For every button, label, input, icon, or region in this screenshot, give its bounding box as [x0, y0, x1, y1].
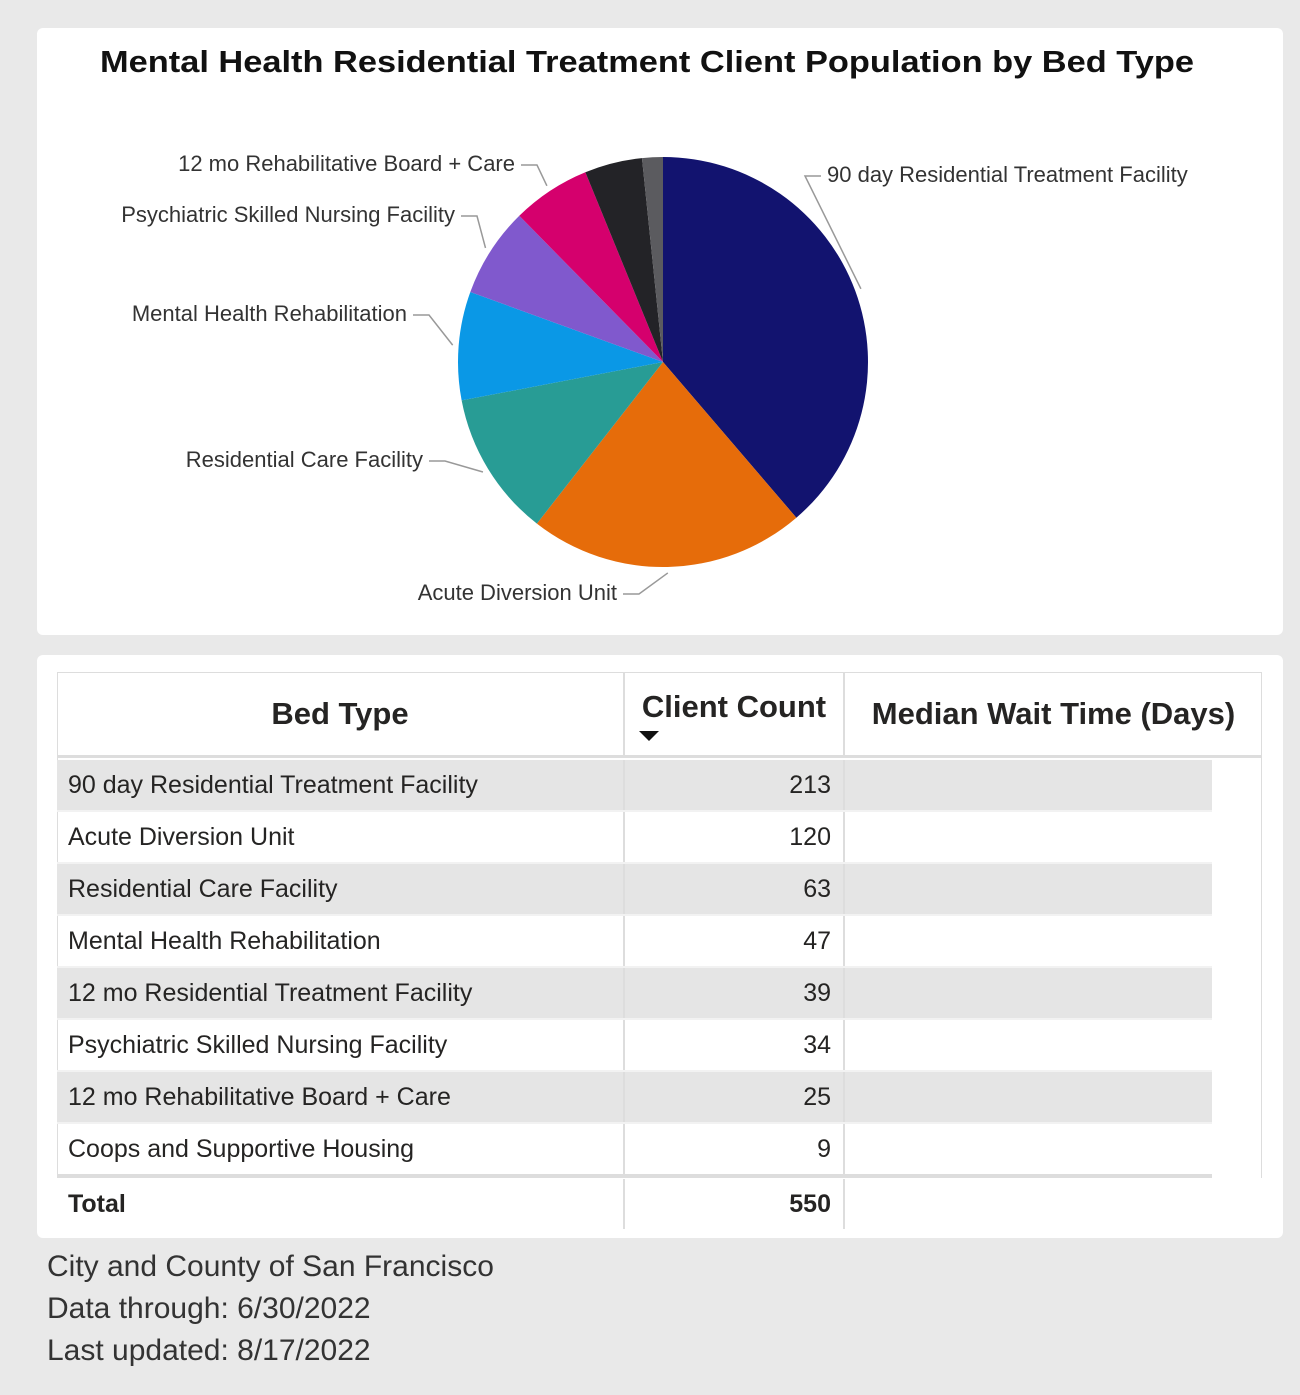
header-rule	[57, 755, 1262, 758]
sort-arrow	[639, 731, 659, 741]
slice-label: 12 mo Rehabilitative Board + Care	[178, 151, 515, 176]
pie-slice	[585, 158, 663, 362]
pie-slice	[519, 172, 663, 362]
row-shade	[57, 1072, 1212, 1122]
cell-number: 39	[625, 968, 845, 1018]
pie-slice	[536, 362, 797, 567]
table-card: Bed Type Client Count Median Wait Time (Da…	[37, 655, 1283, 1238]
leader-line	[623, 572, 669, 595]
pie-slice	[458, 292, 663, 401]
cell-text: 12 mo Residential Treatment Facility	[57, 968, 625, 1018]
slice-label: Acute Diversion Unit	[418, 580, 617, 605]
chart-title: Mental Health Residential Treatment Clie…	[100, 44, 1194, 79]
row-shade	[57, 760, 1212, 810]
row-rule	[57, 966, 1212, 968]
cell-number: 25	[625, 1072, 845, 1122]
pie-slice	[461, 362, 663, 524]
cell-number: 34	[625, 1020, 845, 1070]
total-number: 550	[625, 1179, 845, 1229]
row-rule	[57, 914, 1212, 916]
chart: Mental Health Residential Treatment Clie…	[100, 44, 1194, 605]
row-shade	[57, 864, 1212, 914]
column-header: Median Wait Time (Days)	[871, 696, 1236, 731]
row-rule	[57, 1122, 1212, 1124]
row-rule	[57, 1070, 1212, 1072]
pie-slice	[663, 157, 869, 518]
cell-number: 9	[625, 1124, 845, 1174]
footer-line: Data through: 6/30/2022	[47, 1292, 371, 1325]
pie-slice	[641, 157, 663, 362]
cell-number: 47	[625, 916, 845, 966]
leader-line	[803, 175, 862, 290]
cell-number: 120	[625, 812, 845, 862]
row-rule	[57, 810, 1212, 812]
total-label: Total	[57, 1179, 625, 1229]
footer-line: City and County of San Francisco	[47, 1250, 494, 1283]
leader-line	[521, 164, 548, 187]
leader-line	[429, 460, 484, 473]
cell-number: 213	[625, 760, 845, 810]
slice-label: Psychiatric Skilled Nursing Facility	[121, 202, 455, 227]
total-rule	[57, 1174, 1212, 1178]
slice-label: Residential Care Facility	[186, 447, 423, 472]
cell-number: 63	[625, 864, 845, 914]
cell-text: Coops and Supportive Housing	[57, 1124, 625, 1174]
row-rule	[57, 1018, 1212, 1020]
chart-card: Mental Health Residential Treatment Clie…	[37, 28, 1283, 635]
row-rule	[57, 862, 1212, 864]
cell-text: Mental Health Rehabilitation	[57, 916, 625, 966]
column-header: Client Count	[625, 673, 845, 755]
slice-label: 90 day Residential Treatment Facility	[827, 162, 1188, 187]
table-frame	[57, 672, 1262, 1178]
slice-label: Mental Health Rehabilitation	[132, 301, 407, 326]
leader-line	[413, 314, 454, 346]
column-header: Bed Type	[57, 673, 625, 755]
cell-text: Residential Care Facility	[57, 864, 625, 914]
cell-text: 90 day Residential Treatment Facility	[57, 760, 625, 810]
cell-text: Acute Diversion Unit	[57, 812, 625, 862]
pie-slice	[470, 215, 663, 362]
cell-text: 12 mo Rehabilitative Board + Care	[57, 1072, 625, 1122]
footer-line: Last updated: 8/17/2022	[47, 1334, 371, 1367]
leader-line	[461, 215, 487, 249]
row-shade	[57, 968, 1212, 1018]
cell-text: Psychiatric Skilled Nursing Facility	[57, 1020, 625, 1070]
